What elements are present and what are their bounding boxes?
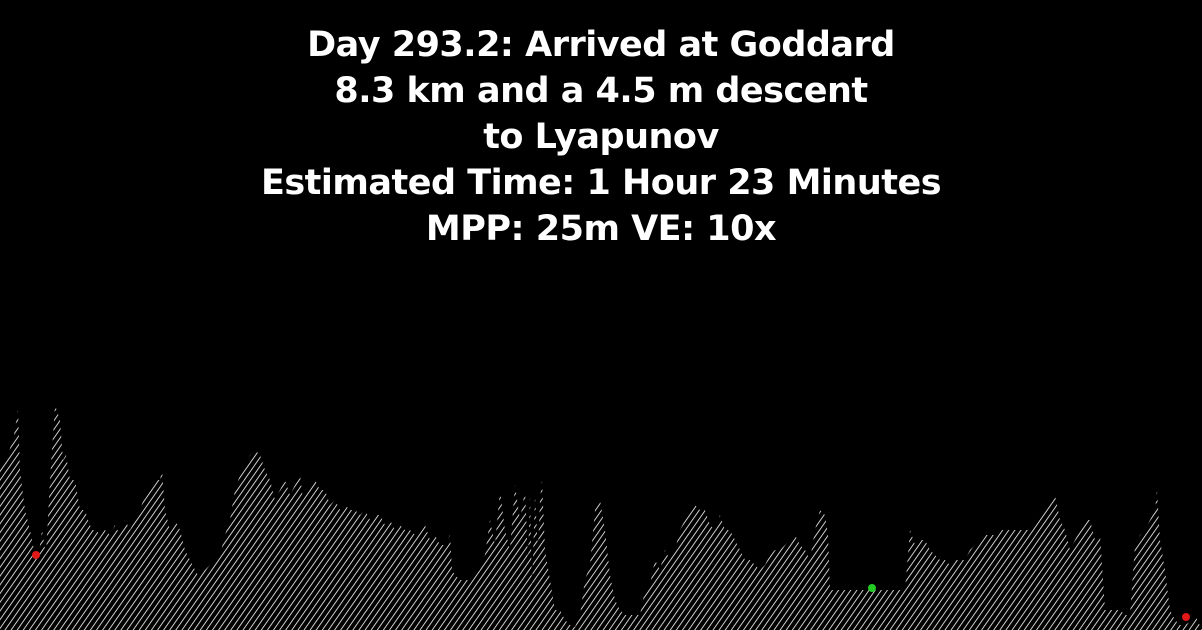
scale-info-text: MPP: 25m VE: 10x	[425, 209, 777, 249]
terrain-profile-area	[0, 405, 1202, 630]
distance-elevation-text: 8.3 km and a 4.5 m descent	[334, 71, 868, 111]
end-position-marker	[1182, 613, 1190, 621]
current-position-marker	[868, 584, 876, 592]
estimated-time-text: Estimated Time: 1 Hour 23 Minutes	[260, 163, 942, 203]
start-position-marker	[32, 551, 40, 559]
status-header: Day 293.2: Arrived at Goddard 8.3 km and…	[0, 22, 1202, 252]
day-status-text: Day 293.2: Arrived at Goddard	[307, 25, 895, 65]
position-markers	[32, 551, 1190, 621]
destination-text: to Lyapunov	[483, 117, 719, 157]
